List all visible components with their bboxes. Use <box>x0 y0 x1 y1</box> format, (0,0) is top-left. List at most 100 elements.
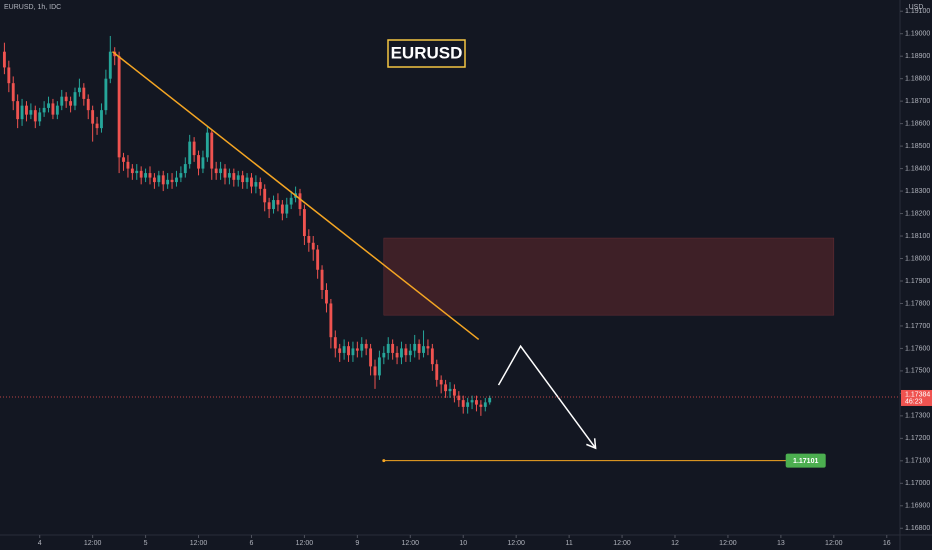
x-tick-label: 16 <box>883 540 891 547</box>
countdown-label: 46:23 <box>905 398 923 405</box>
candle-body <box>192 141 196 156</box>
x-tick-label: 12 <box>671 540 679 547</box>
last-price-label: 1.17384 <box>905 391 930 398</box>
x-tick-label: 5 <box>144 540 148 547</box>
y-tick-label: 1.18300 <box>905 188 930 195</box>
candle-body <box>11 83 15 102</box>
candle-body <box>144 173 148 178</box>
x-tick-label: 11 <box>565 540 572 547</box>
y-tick-label: 1.18800 <box>905 76 930 83</box>
y-tick-label: 1.17000 <box>905 480 930 487</box>
candle-body <box>95 123 99 129</box>
candle-body <box>422 346 425 353</box>
supply-zone <box>383 237 835 316</box>
candle-body <box>382 352 386 358</box>
arrow-head <box>586 438 597 450</box>
candle-body <box>29 110 33 115</box>
y-tick-label: 1.17100 <box>905 458 930 465</box>
y-tick-label: 1.17700 <box>905 323 930 330</box>
candle-body <box>426 346 430 349</box>
x-tick-label: 12:00 <box>190 540 208 547</box>
candle-body <box>400 348 403 358</box>
y-tick-label: 1.18100 <box>905 233 930 240</box>
candle-body <box>316 249 320 270</box>
y-tick-label: 1.18500 <box>905 143 930 150</box>
candle-body <box>307 236 311 243</box>
candle-body <box>435 364 439 380</box>
y-tick-label: 1.17500 <box>905 368 930 375</box>
candle-body <box>457 395 461 401</box>
candle-body <box>258 182 262 189</box>
candle-body <box>122 157 125 162</box>
candle-body <box>325 289 328 304</box>
candle-body <box>488 397 492 403</box>
candle-body <box>347 346 350 356</box>
candle-body <box>2 51 6 68</box>
x-tick-label: 12:00 <box>84 540 102 547</box>
last-price-box <box>901 389 932 406</box>
candle-body <box>333 337 337 349</box>
candle-body <box>223 168 227 178</box>
candle-body <box>298 193 302 210</box>
candle-body <box>289 197 293 205</box>
candle-body <box>466 402 470 407</box>
candle-body <box>91 110 95 124</box>
y-tick-label: 1.19100 <box>905 8 930 15</box>
candle-body <box>33 110 37 122</box>
y-tick-label: 1.17200 <box>905 435 930 442</box>
candle-body <box>320 269 324 290</box>
candle-body <box>161 175 165 185</box>
candle-body <box>219 168 223 174</box>
x-tick-label: 4 <box>38 540 42 547</box>
candle-body <box>236 175 240 180</box>
candle-body <box>276 200 280 205</box>
candle-body <box>302 209 306 237</box>
candle-body <box>461 400 465 407</box>
candle-body <box>20 105 24 120</box>
candle-body <box>130 168 134 174</box>
symbol-label: EURUSD, 1h, IDC <box>4 4 61 11</box>
candle-body <box>139 170 143 178</box>
candle-body <box>430 348 434 365</box>
candle-body <box>179 173 183 178</box>
y-tick-label: 1.18900 <box>905 53 930 60</box>
candle-body <box>342 346 346 353</box>
candle-body <box>126 161 130 169</box>
title-box <box>387 39 466 68</box>
candle-body <box>483 402 487 407</box>
y-tick-label: 1.18400 <box>905 165 930 172</box>
candle-body <box>439 379 443 385</box>
candle-body <box>386 343 390 353</box>
candle-body <box>355 348 359 351</box>
x-tick-label: 12:00 <box>296 540 314 547</box>
y-tick-label: 1.18700 <box>905 98 930 105</box>
x-tick-label: 6 <box>250 540 254 547</box>
candle-body <box>170 179 174 183</box>
candle-body <box>77 87 81 93</box>
target-label-box <box>785 453 826 468</box>
candle-body <box>241 175 245 183</box>
candle-body <box>16 101 20 120</box>
candle-body <box>197 155 200 169</box>
candle-body <box>117 56 121 158</box>
candle-body <box>210 132 214 169</box>
candle-body <box>188 141 192 165</box>
candle-body <box>64 96 68 102</box>
candle-body <box>51 103 55 115</box>
candle-body <box>475 400 478 405</box>
candle-body <box>38 112 42 122</box>
candle-body <box>55 105 59 115</box>
candle-body <box>413 343 417 351</box>
candle-body <box>214 168 218 174</box>
candle-body <box>373 366 377 376</box>
candle-body <box>152 177 156 183</box>
x-tick-label: 12:00 <box>825 540 843 547</box>
x-tick-label: 12:00 <box>719 540 737 547</box>
candle-body <box>245 177 249 183</box>
candle-body <box>205 132 209 158</box>
candle-body <box>391 343 395 353</box>
x-tick-label: 13 <box>777 540 785 547</box>
candle-body <box>267 202 271 210</box>
x-tick-label: 10 <box>459 540 467 547</box>
